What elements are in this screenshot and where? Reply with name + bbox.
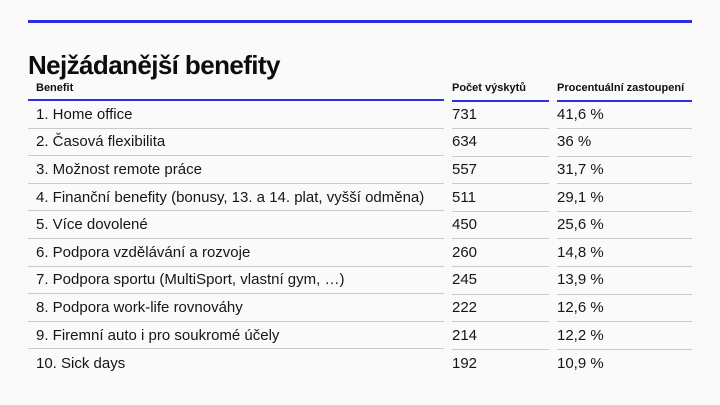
percent-cell: 31,7 % (557, 156, 692, 185)
benefit-cell: 10. Sick days (36, 354, 126, 372)
table-row: 5. Více dovolené 450 25,6 % (28, 211, 692, 240)
table-row: 10. Sick days 192 10,9 % (28, 349, 692, 377)
benefit-cell: 8. Podpora work-life rovnováhy (28, 294, 444, 322)
accent-top-rule (28, 20, 692, 23)
benefit-cell: 9. Firemní auto i pro soukromé účely (28, 322, 444, 350)
table-row: 3. Možnost remote práce 557 31,7 % (28, 156, 692, 185)
column-header-percent: Procentuální zastoupení (557, 76, 692, 102)
column-header-count: Počet výskytů (452, 76, 549, 102)
percent-cell: 10,9 % (557, 354, 604, 372)
benefit-cell: 1. Home office (28, 101, 444, 129)
count-cell: 731 (452, 101, 549, 130)
percent-cell: 12,2 % (557, 321, 692, 350)
table-row: 7. Podpora sportu (MultiSport, vlastní g… (28, 267, 692, 295)
percent-cell: 36 % (557, 128, 692, 157)
count-cell: 511 (452, 183, 549, 212)
benefit-cell: 5. Více dovolené (28, 211, 444, 239)
benefit-cell: 2. Časová flexibilita (28, 129, 444, 157)
table-row: 9. Firemní auto i pro soukromé účely 214… (28, 322, 692, 350)
page-title: Nejžádanější benefity (28, 50, 280, 81)
count-cell: 214 (452, 321, 549, 350)
count-cell: 450 (452, 211, 549, 240)
table-header-row: Benefit Počet výskytů Procentuální zasto… (28, 76, 692, 102)
benefit-cell: 6. Podpora vzdělávání a rozvoje (28, 239, 444, 267)
percent-cell: 13,9 % (557, 266, 692, 295)
table-row: 2. Časová flexibilita 634 36 % (28, 129, 692, 157)
table-row: 4. Finanční benefity (bonusy, 13. a 14. … (28, 184, 692, 212)
count-cell: 260 (452, 238, 549, 268)
column-header-benefit: Benefit (28, 77, 444, 101)
benefit-cell: 4. Finanční benefity (bonusy, 13. a 14. … (28, 184, 444, 212)
percent-cell: 29,1 % (557, 183, 692, 212)
benefits-table: Benefit Počet výskytů Procentuální zasto… (28, 77, 692, 377)
percent-cell: 12,6 % (557, 294, 692, 323)
count-cell: 222 (452, 294, 549, 323)
benefit-cell: 7. Podpora sportu (MultiSport, vlastní g… (28, 267, 444, 295)
count-cell: 557 (452, 156, 549, 185)
benefit-cell: 3. Možnost remote práce (28, 156, 444, 184)
percent-cell: 14,8 % (557, 238, 692, 268)
table-row: 6. Podpora vzdělávání a rozvoje 260 14,8… (28, 238, 692, 268)
table-row: 1. Home office 731 41,6 % (28, 101, 692, 130)
percent-cell: 41,6 % (557, 101, 692, 130)
percent-cell: 25,6 % (557, 211, 692, 240)
count-cell: 192 (452, 354, 478, 372)
count-cell: 634 (452, 128, 549, 157)
table-row: 8. Podpora work-life rovnováhy 222 12,6 … (28, 294, 692, 323)
count-cell: 245 (452, 266, 549, 295)
